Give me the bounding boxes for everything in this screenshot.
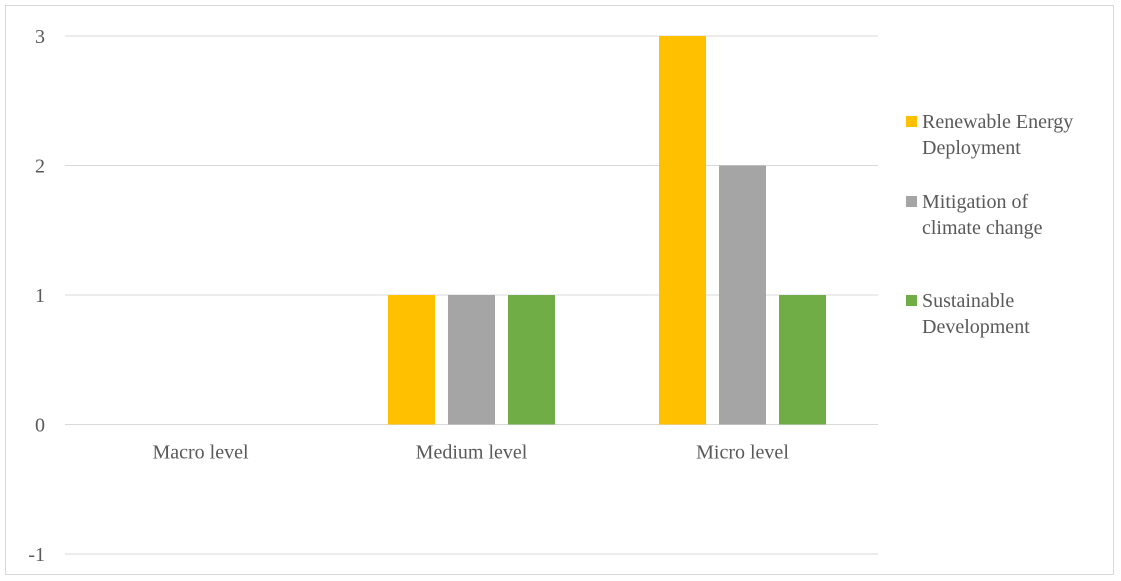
legend-label: Deployment [922,137,1021,159]
legend-swatch [906,196,917,207]
x-tick-label: Macro level [152,442,249,464]
legend: Renewable Energy Deployment Mitigation of c… [906,111,1073,338]
y-axis: 3 2 1 0 -1 [28,26,45,566]
y-tick-label: 3 [35,26,45,48]
x-tick-label: Micro level [696,442,789,464]
y-tick-label: 0 [35,415,45,437]
x-axis: Macro level Medium level Micro level [152,442,789,464]
x-tick-label: Medium level [416,442,528,464]
bar [779,295,826,425]
y-tick-label: 2 [35,156,45,178]
bar [388,295,435,425]
bar [448,295,495,425]
bar [719,165,766,425]
legend-label: Renewable Energy [922,111,1073,133]
legend-label: Mitigation of [922,191,1028,213]
chart-frame [5,5,1114,575]
bar [659,36,706,425]
legend-swatch [906,116,917,127]
legend-label: Sustainable [922,290,1014,312]
legend-label: climate change [922,217,1043,239]
bars [388,36,826,425]
bar [508,295,555,425]
y-tick-label: -1 [28,544,45,566]
y-tick-label: 1 [35,285,45,307]
legend-swatch [906,295,917,306]
legend-label: Development [922,316,1030,338]
